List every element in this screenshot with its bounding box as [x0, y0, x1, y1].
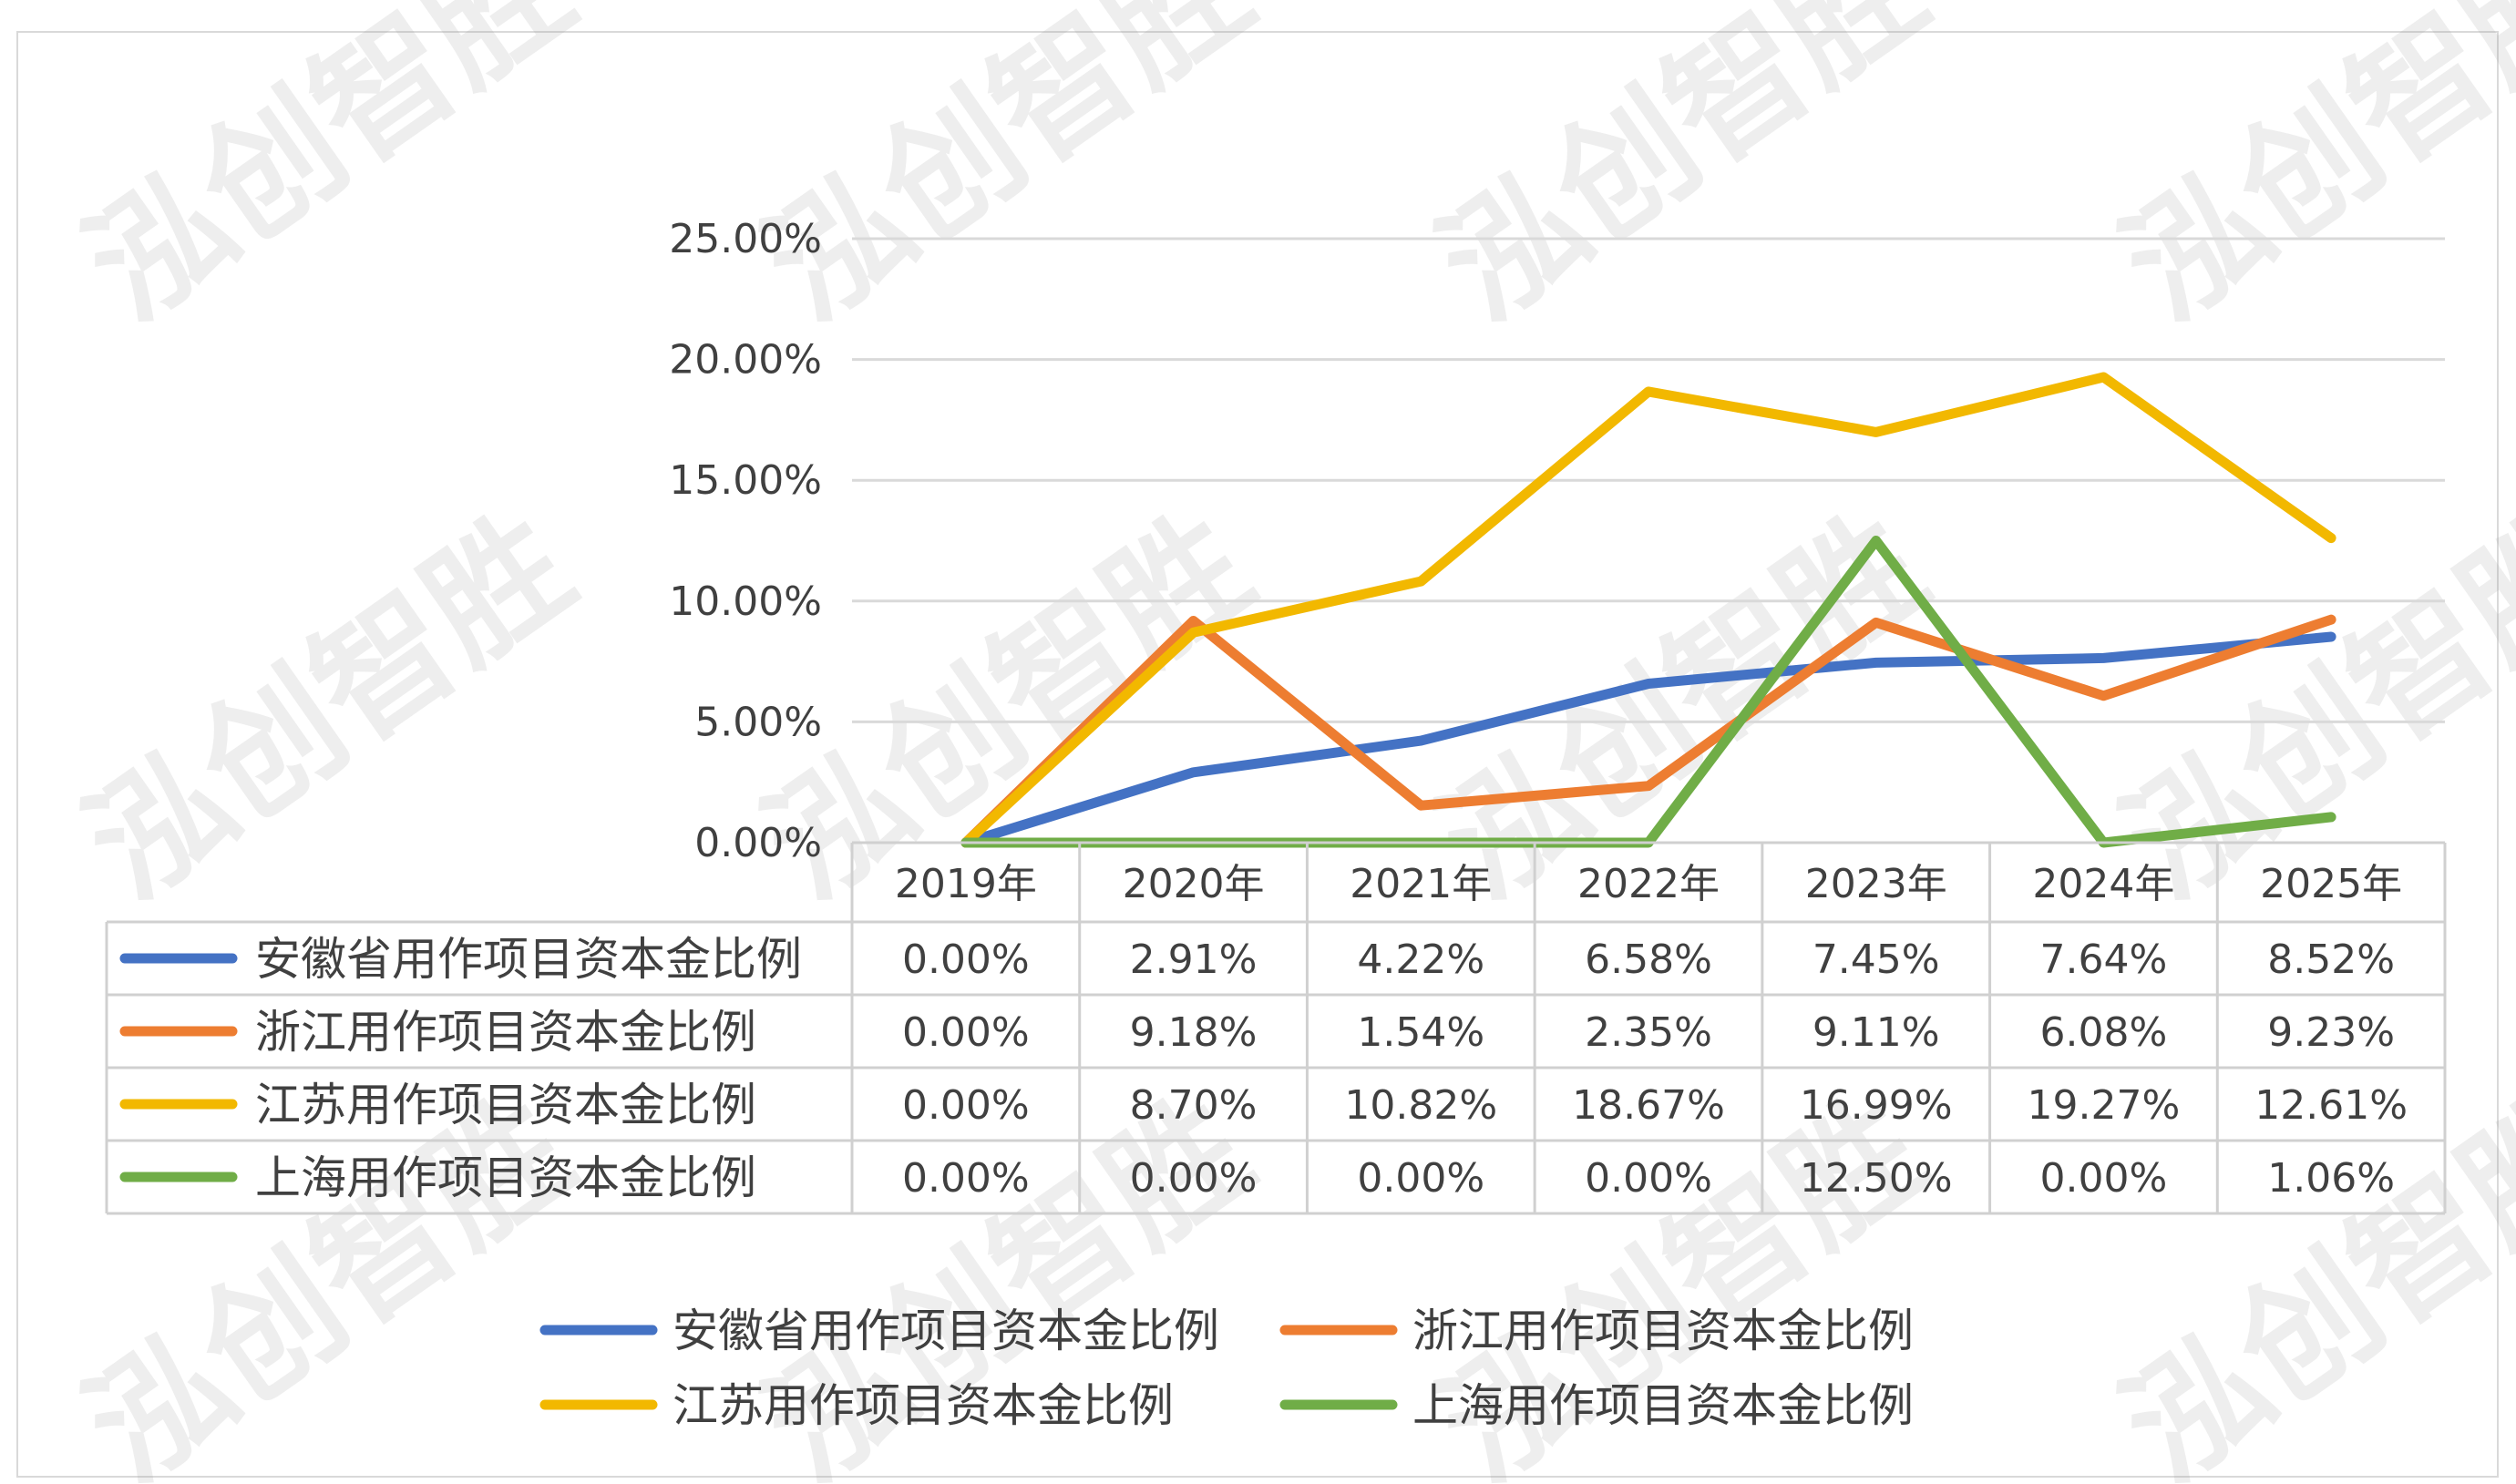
- data-label: 12.61%: [2254, 1082, 2408, 1129]
- data-label: 1.06%: [2267, 1155, 2395, 1202]
- legend-label: 江苏用作项目资本金比例: [673, 1379, 1174, 1432]
- y-tick-label: 25.00%: [669, 216, 822, 262]
- table-row-label: 安徽省用作项目资本金比例: [255, 933, 802, 986]
- x-tick-label: 2025年: [2260, 861, 2402, 907]
- x-tick-label: 2020年: [1123, 861, 1265, 907]
- y-tick-label: 10.00%: [669, 578, 822, 625]
- watermark-text: 泓创智胜: [2097, 1069, 2516, 1484]
- watermark-text: 泓创智胜: [60, 0, 599, 350]
- series-line: [960, 614, 2336, 848]
- y-tick-label: 20.00%: [669, 337, 822, 384]
- x-tick-label: 2022年: [1577, 861, 1720, 907]
- table-row-label: 浙江用作项目资本金比例: [255, 1006, 756, 1059]
- watermark-text: 泓创智胜: [739, 0, 1278, 350]
- data-label: 0.00%: [902, 1155, 1030, 1202]
- chart-frame: [16, 31, 2499, 1478]
- data-label: 9.23%: [2267, 1009, 2395, 1056]
- watermark-text: 泓创智胜: [60, 486, 599, 929]
- data-label: 2.91%: [1130, 936, 1258, 983]
- x-tick-label: 2019年: [895, 861, 1037, 907]
- x-tick-label: 2021年: [1350, 861, 1492, 907]
- watermark-text: 泓创智胜: [2097, 0, 2516, 350]
- data-label: 19.27%: [2028, 1082, 2181, 1129]
- data-label: 7.64%: [2040, 936, 2168, 983]
- legend-label: 上海用作项目资本金比例: [1412, 1379, 1914, 1432]
- y-tick-label: 0.00%: [694, 820, 822, 866]
- data-label: 0.00%: [902, 1009, 1030, 1056]
- data-label: 8.52%: [2267, 936, 2395, 983]
- x-tick-label: 2024年: [2032, 861, 2174, 907]
- data-label: 7.45%: [1813, 936, 1940, 983]
- data-label: 16.99%: [1800, 1082, 1953, 1129]
- data-label: 1.54%: [1357, 1009, 1484, 1056]
- table-row-label: 上海用作项目资本金比例: [255, 1151, 756, 1204]
- data-label: 2.35%: [1585, 1009, 1712, 1056]
- x-tick-label: 2023年: [1805, 861, 1947, 907]
- data-label: 0.00%: [1357, 1155, 1484, 1202]
- data-label: 0.00%: [1585, 1155, 1712, 1202]
- legend-label: 安徽省用作项目资本金比例: [673, 1305, 1219, 1357]
- data-label: 4.22%: [1357, 936, 1484, 983]
- data-label: 6.58%: [1585, 936, 1712, 983]
- data-label: 8.70%: [1130, 1082, 1258, 1129]
- data-label: 10.82%: [1344, 1082, 1497, 1129]
- data-label: 18.67%: [1572, 1082, 1725, 1129]
- data-label: 0.00%: [2040, 1155, 2168, 1202]
- table-row-label: 江苏用作项目资本金比例: [255, 1079, 756, 1131]
- gridlines: [852, 237, 2445, 723]
- data-label: 12.50%: [1800, 1155, 1953, 1202]
- series-line: [960, 372, 2336, 848]
- watermark-text: 泓创智胜: [1413, 0, 1952, 350]
- data-label: 9.18%: [1130, 1009, 1258, 1056]
- y-tick-label: 15.00%: [669, 457, 822, 504]
- y-axis-ticks: 0.00% 5.00% 10.00% 15.00% 20.00% 25.00%: [669, 216, 822, 866]
- data-label: 6.08%: [2040, 1009, 2168, 1056]
- series-line: [960, 631, 2336, 848]
- data-table: 2019年 2020年 2021年 2022年 2023年 2024年 2025年安徽省用作…: [105, 841, 2447, 1215]
- data-label: 0.00%: [902, 1082, 1030, 1129]
- y-tick-label: 5.00%: [694, 699, 822, 745]
- data-label: 0.00%: [902, 936, 1030, 983]
- data-label: 0.00%: [1130, 1155, 1258, 1202]
- legend-label: 浙江用作项目资本金比例: [1412, 1305, 1914, 1357]
- data-label: 9.11%: [1813, 1009, 1940, 1056]
